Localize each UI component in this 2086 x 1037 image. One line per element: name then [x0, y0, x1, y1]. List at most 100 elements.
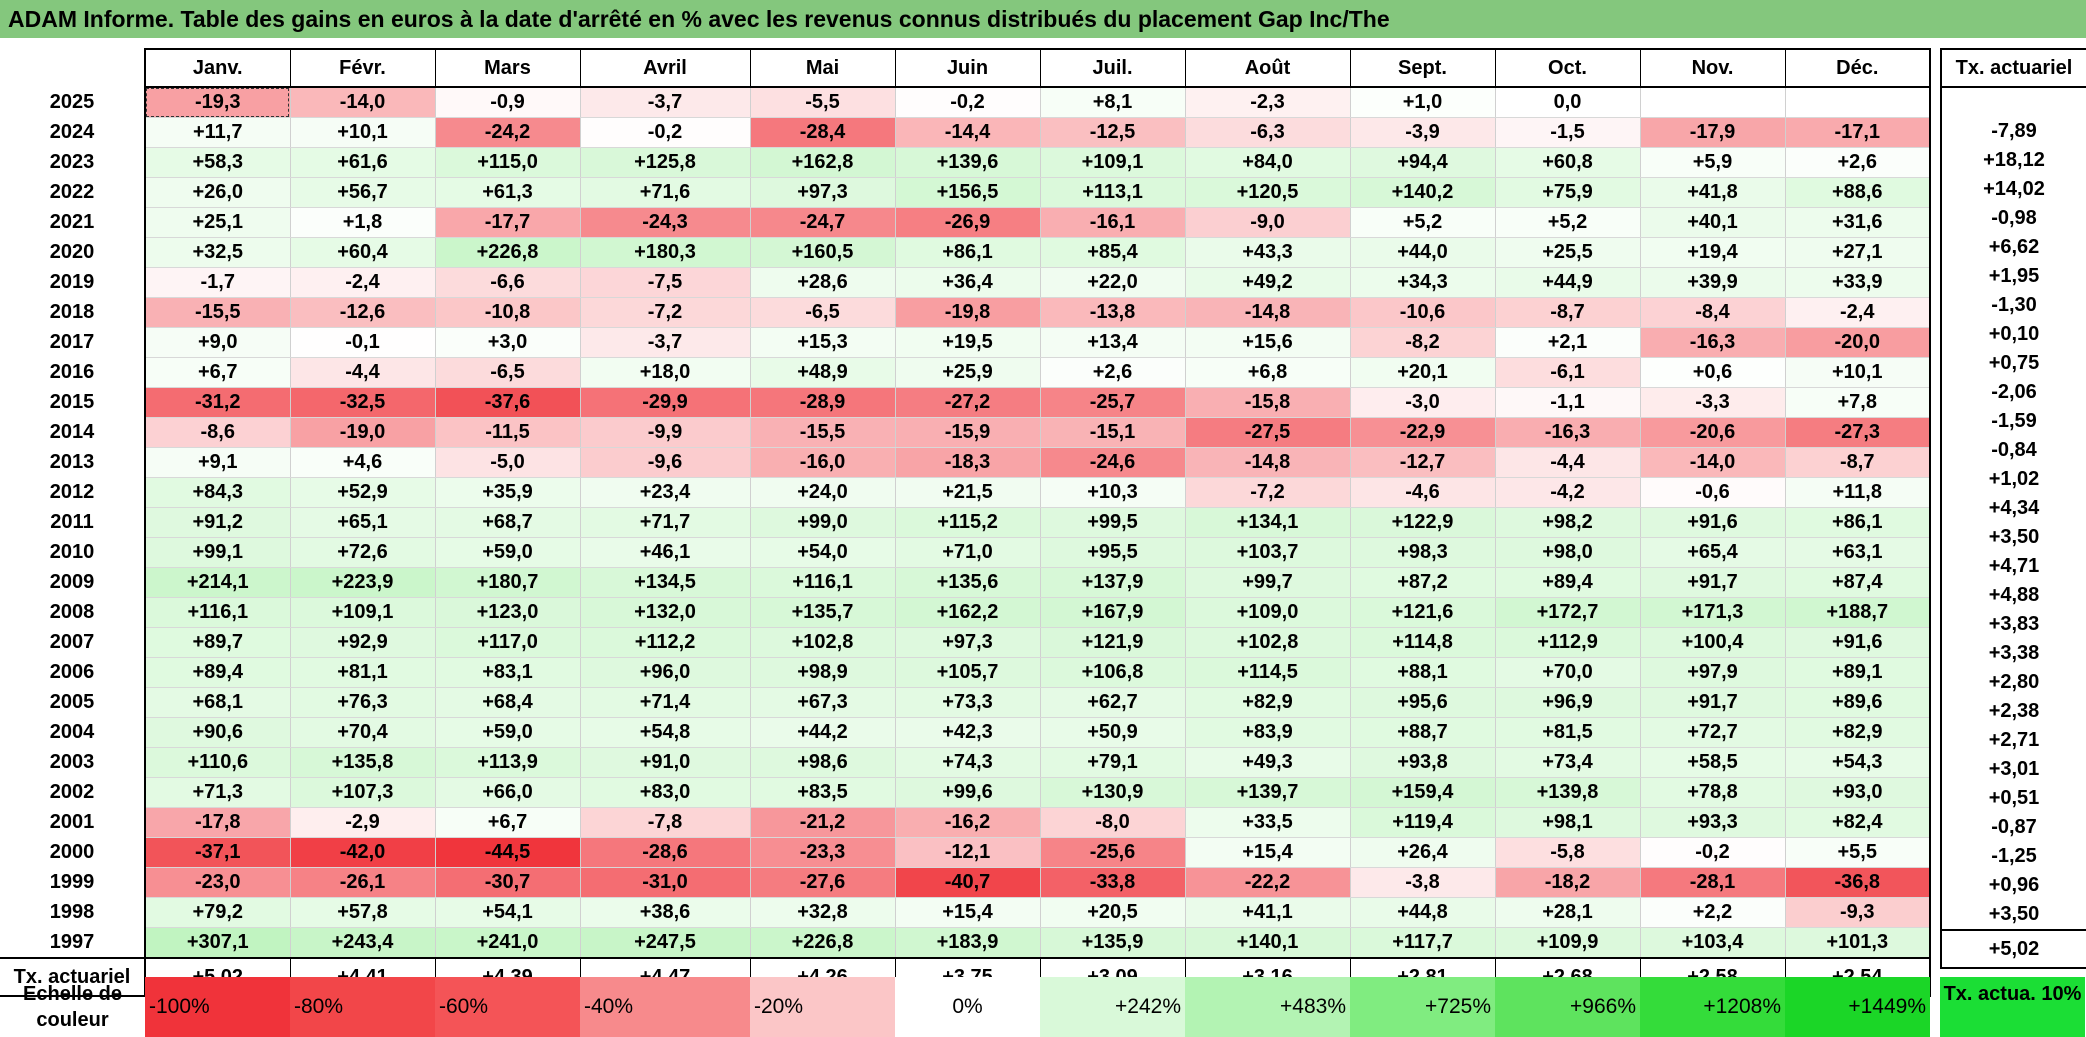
gain-cell: +91,7 — [1639, 567, 1785, 598]
gain-cell: +83,9 — [1184, 717, 1350, 748]
gain-cell: +97,3 — [894, 627, 1040, 658]
gain-cell: +91,2 — [144, 507, 290, 538]
gain-cell: +159,4 — [1349, 777, 1495, 808]
tx-actuariel-value: +0,51 — [1940, 784, 2086, 813]
gain-cell: +89,6 — [1784, 687, 1931, 718]
table-row: 2025 -19,3 -14,0 -0,9 -3,7 -5,5 -0,2 +8,1 -2,3 +1… — [0, 87, 1931, 118]
gain-cell: +58,5 — [1639, 747, 1785, 778]
gain-cell: +9,1 — [144, 447, 290, 478]
gain-cell: +21,5 — [894, 477, 1040, 508]
gain-cell: -16,3 — [1494, 417, 1640, 448]
gain-cell: +89,1 — [1784, 657, 1931, 688]
gain-cell: -8,7 — [1494, 297, 1640, 328]
gain-cell: -20,0 — [1784, 327, 1931, 358]
year-label: 1999 — [49, 871, 95, 893]
year-label: 2008 — [49, 601, 95, 623]
year-label: 2013 — [49, 451, 95, 473]
gain-cell: +92,9 — [289, 627, 435, 658]
gain-cell: +15,3 — [749, 327, 895, 358]
table-row: 2012 +84,3 +52,9 +35,9 +23,4 +24,0 +21,5 +10,3-… — [0, 477, 1931, 508]
gain-cell: -16,2 — [894, 807, 1040, 838]
tx-row-total: +5,02 — [1940, 929, 2086, 969]
gain-cell: -6,3 — [1184, 117, 1350, 148]
gain-cell: -1,5 — [1494, 117, 1640, 148]
gain-cell: +49,3 — [1184, 747, 1350, 778]
gain-cell: +223,9 — [289, 567, 435, 598]
table-row: 1999 -23,0 -26,1 -30,7 -31,0 -27,6 -40,7 -33,8-… — [0, 867, 1931, 898]
gain-cell: +109,1 — [289, 597, 435, 628]
scale-swatch: -100% — [145, 977, 290, 1037]
gain-cell: +58,3 — [144, 147, 290, 178]
gain-cell: -16,1 — [1039, 207, 1185, 238]
gain-cell: -6,1 — [1494, 357, 1640, 388]
year-label: 2006 — [49, 661, 95, 683]
year-label: 2018 — [49, 301, 95, 323]
gain-cell: -6,6 — [434, 267, 580, 298]
gain-cell: -29,9 — [579, 387, 750, 418]
gain-cell: -1,7 — [144, 267, 290, 298]
gain-cell: +180,3 — [579, 237, 750, 268]
gain-cell: +46,1 — [579, 537, 750, 568]
tx-actuariel-value: -0,98 — [1940, 204, 2086, 233]
gain-cell: -17,1 — [1784, 117, 1931, 148]
gain-cell: +134,5 — [579, 567, 750, 598]
gain-cell: +61,3 — [434, 177, 580, 208]
gain-cell: +62,7 — [1039, 687, 1185, 718]
gain-cell: +95,6 — [1349, 687, 1495, 718]
tx-actuariel-value: +3,50 — [1940, 900, 2086, 930]
gain-cell: +50,9 — [1039, 717, 1185, 748]
gain-cell: +100,4 — [1639, 627, 1785, 658]
table-row: 1998 +79,2 +57,8 +54,1 +38,6 +32,8 +15,4 +20,5 +… — [0, 897, 1931, 928]
gain-cell: +137,9 — [1039, 567, 1185, 598]
gain-cell: +5,2 — [1349, 207, 1495, 238]
gain-cell: +79,1 — [1039, 747, 1185, 778]
table-row: 1997 +307,1 +243,4 +241,0 +247,5 +226,8 +183,9… — [0, 927, 1931, 959]
tx-actuariel-value: +1,95 — [1940, 262, 2086, 291]
gain-cell: -31,0 — [579, 867, 750, 898]
gain-cell: +40,1 — [1639, 207, 1785, 238]
table-row: 2021 +25,1 +1,8 -17,7 -24,3 -24,7 -26,9 -16,1 -9… — [0, 207, 1931, 238]
tx-actuariel-value: +3,38 — [1940, 639, 2086, 668]
gain-cell: +38,6 — [579, 897, 750, 928]
gain-cell: -27,6 — [749, 867, 895, 898]
year-label: 2016 — [49, 361, 95, 383]
table-row: 2010 +99,1 +72,6 +59,0 +46,1 +54,0 +71,0 +95,5 +… — [0, 537, 1931, 568]
gain-cell: +109,1 — [1039, 147, 1185, 178]
table-row: 2011 +91,2 +65,1 +68,7 +71,7 +99,0 +115,2 +99,5… — [0, 507, 1931, 538]
gain-cell: -20,6 — [1639, 417, 1785, 448]
gain-cell: +9,0 — [144, 327, 290, 358]
gain-cell: -3,7 — [579, 87, 750, 118]
gain-cell: +101,3 — [1784, 927, 1931, 959]
gain-cell: +31,6 — [1784, 207, 1931, 238]
gain-cell: -19,8 — [894, 297, 1040, 328]
gain-cell: +43,3 — [1184, 237, 1350, 268]
gain-cell: -7,2 — [579, 297, 750, 328]
gain-cell: -30,7 — [434, 867, 580, 898]
gain-cell: -9,0 — [1184, 207, 1350, 238]
gain-cell: +112,2 — [579, 627, 750, 658]
gain-cell: +44,9 — [1494, 267, 1640, 298]
gain-cell: +120,5 — [1184, 177, 1350, 208]
scale-swatch: -80% — [290, 977, 435, 1037]
gain-cell: +78,8 — [1639, 777, 1785, 808]
gain-cell: +116,1 — [749, 567, 895, 598]
gain-cell: -8,4 — [1639, 297, 1785, 328]
scale-swatch: +483% — [1185, 977, 1350, 1037]
gain-cell: +2,2 — [1639, 897, 1785, 928]
gain-cell: 0,0 — [1494, 87, 1640, 118]
gain-cell: +86,1 — [894, 237, 1040, 268]
gain-cell: +71,4 — [579, 687, 750, 718]
year-label: 2023 — [49, 151, 95, 173]
scale-swatch: +1449% — [1785, 977, 1930, 1037]
gain-cell: -44,5 — [434, 837, 580, 868]
gain-cell: +90,6 — [144, 717, 290, 748]
tx-actuariel-value: +4,71 — [1940, 552, 2086, 581]
gain-cell: +19,5 — [894, 327, 1040, 358]
gain-cell: +123,0 — [434, 597, 580, 628]
gain-cell: +35,9 — [434, 477, 580, 508]
corner-cell — [0, 49, 145, 87]
gain-cell: -32,5 — [289, 387, 435, 418]
gain-cell: +89,7 — [144, 627, 290, 658]
gain-cell: +115,2 — [894, 507, 1040, 538]
gain-cell: -22,9 — [1349, 417, 1495, 448]
